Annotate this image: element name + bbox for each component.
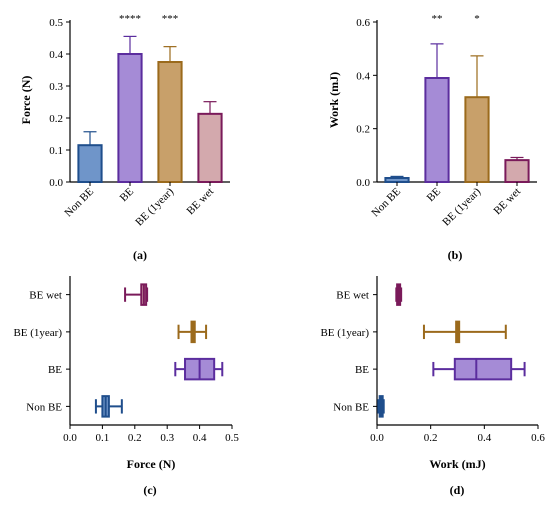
y-tick-label: 0.2: [356, 124, 370, 136]
panel-c-force-box-plot: 0.0 0.1 0.2 0.3 0.4 0.5 Force (N) BE wet BE (1ye…: [13, 276, 239, 497]
y-tick-label: 0.0: [356, 177, 370, 189]
panel-caption: (d): [450, 483, 465, 497]
x-tick-label: Non BE: [62, 185, 96, 219]
x-axis-label: Work (mJ): [429, 457, 485, 471]
y-tick-label: 0.5: [49, 17, 63, 29]
x-tick-label: BE: [425, 185, 444, 204]
y-tick-label: BE: [48, 364, 62, 376]
x-tick-label: BE (1year): [440, 185, 483, 228]
x-axis-label: Force (N): [127, 457, 176, 471]
panel-d-work-box-plot: 0.0 0.2 0.4 0.6 Work (mJ) BE wet BE (1year) BE N…: [320, 276, 545, 497]
x-tick-label: 0.1: [96, 432, 110, 444]
y-tick-label: 0.4: [49, 49, 63, 61]
y-tick-label: 0.4: [356, 70, 370, 82]
bar: [464, 96, 490, 183]
bar: [77, 144, 103, 183]
bar: [117, 53, 143, 183]
y-tick-label: Non BE: [26, 401, 62, 413]
panel-caption: (c): [143, 483, 156, 497]
panel-a-force-bar-chart: 0.0 0.1 0.2 0.3 0.4 0.5 Force (N) Non BE **** BE *…: [19, 13, 230, 262]
y-tick-label: BE (1year): [13, 327, 62, 339]
x-tick-label: BE: [118, 185, 137, 204]
y-tick-label: 0.3: [49, 81, 63, 93]
y-axis-label: Force (N): [19, 76, 33, 125]
panel-caption: (a): [133, 248, 147, 262]
y-tick-label: BE wet: [336, 290, 369, 302]
y-tick-label: BE wet: [29, 290, 62, 302]
panel-caption: (b): [448, 248, 463, 262]
x-tick-label: 0.2: [424, 432, 438, 444]
significance-marker: *: [474, 13, 480, 25]
y-tick-label: BE (1year): [320, 327, 369, 339]
x-tick-label: BE wet: [185, 186, 217, 218]
significance-marker: ***: [162, 13, 179, 25]
y-tick-label: 0.2: [49, 113, 63, 125]
bar: [424, 77, 450, 183]
box: [453, 357, 513, 381]
bar: [504, 159, 530, 183]
x-tick-label: 0.6: [531, 432, 545, 444]
y-axis-label: Work (mJ): [327, 72, 341, 128]
bar: [157, 61, 183, 183]
significance-marker: ****: [119, 13, 141, 25]
bar: [384, 177, 410, 183]
x-tick-label: Non BE: [369, 185, 403, 219]
significance-marker: **: [432, 13, 443, 25]
x-tick-label: 0.0: [370, 432, 384, 444]
y-tick-label: 0.1: [49, 145, 63, 157]
x-tick-label: 0.3: [160, 432, 174, 444]
y-tick-label: 0.6: [356, 17, 370, 29]
bar: [197, 112, 223, 183]
x-tick-label: BE wet: [492, 186, 524, 218]
y-tick-label: Non BE: [333, 401, 369, 413]
x-tick-label: 0.2: [128, 432, 142, 444]
x-tick-label: 0.0: [63, 432, 77, 444]
panel-b-work-bar-chart: 0.0 0.2 0.4 0.6 Work (mJ) Non BE ** BE * BE (1yea…: [327, 13, 537, 262]
x-tick-label: BE (1year): [133, 185, 176, 228]
y-tick-label: BE: [355, 364, 369, 376]
x-tick-label: 0.4: [477, 432, 491, 444]
y-tick-label: 0.0: [49, 177, 63, 189]
x-tick-label: 0.4: [193, 432, 207, 444]
x-tick-label: 0.5: [225, 432, 239, 444]
